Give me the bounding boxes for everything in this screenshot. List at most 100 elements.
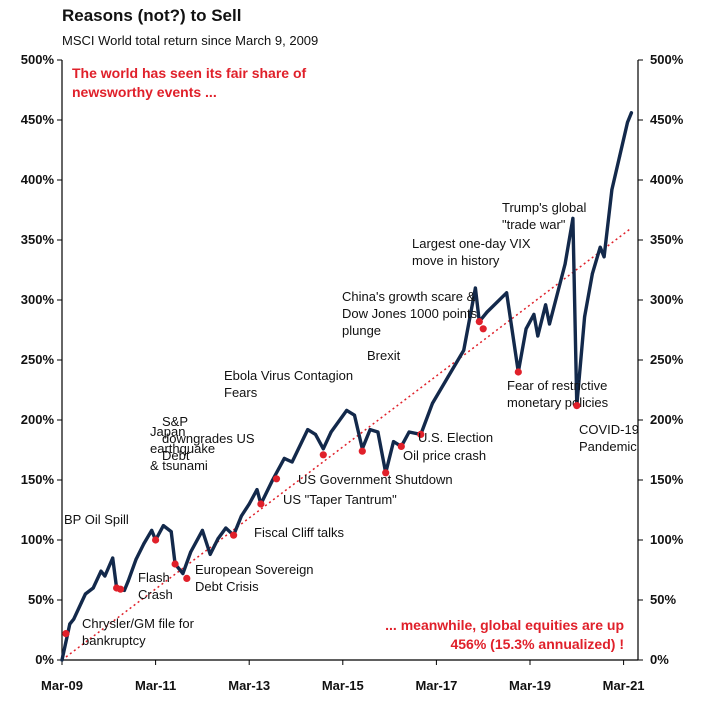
data-point: [314, 432, 317, 436]
event-label: Chrysler/GM file for bankruptcy: [82, 616, 195, 648]
data-point: [306, 428, 310, 432]
event-marker: [479, 325, 487, 333]
data-point: [345, 408, 349, 412]
data-point: [329, 430, 333, 434]
event-marker: [152, 536, 160, 544]
event-marker: [382, 469, 390, 477]
event-label-line: BP Oil Spill: [64, 512, 129, 527]
event-label-line: S&P: [162, 414, 188, 429]
event-label-line: Debt: [162, 448, 190, 463]
event-label-line: Chrysler/GM file for: [82, 616, 195, 631]
event-label: S&P downgrades US Debt: [162, 414, 255, 463]
data-point: [239, 514, 243, 518]
event-label: Fiscal Cliff talks: [254, 525, 345, 540]
event-marker: [475, 318, 483, 326]
data-point: [431, 401, 434, 405]
event-marker: [573, 402, 581, 410]
y-tick-label-left: 100%: [21, 532, 55, 547]
y-tick-label-left: 450%: [21, 112, 55, 127]
data-point: [208, 552, 212, 556]
event-label-line: Brexit: [367, 348, 401, 363]
notes-group: The world has seen its fair share of news…: [72, 65, 624, 652]
event-label: Fear of restrictive monetary policies: [507, 378, 609, 410]
event-label-line: Oil price crash: [403, 448, 486, 463]
event-label-line: European Sovereign: [195, 562, 314, 577]
data-point: [368, 428, 372, 432]
data-point: [462, 348, 466, 352]
y-tick-label-left: 250%: [21, 352, 55, 367]
y-tick-label-right: 450%: [650, 112, 684, 127]
red-note: ... meanwhile, global equities are up 456…: [385, 617, 624, 652]
event-label-line: Fears: [224, 385, 258, 400]
msci-world-line: [60, 111, 634, 662]
event-label-line: Crash: [138, 587, 173, 602]
data-point: [103, 574, 107, 578]
event-marker: [183, 574, 191, 583]
x-tick-label: Mar-13: [228, 678, 270, 693]
trend-line-group: [61, 227, 632, 661]
chart-subtitle: MSCI World total return since March 9, 2…: [62, 33, 319, 48]
trend-line: [61, 227, 632, 661]
event-label-line: Dow Jones 1000 points: [342, 306, 478, 321]
data-point: [99, 569, 103, 573]
event-label: Largest one-day VIX move in history: [412, 236, 531, 268]
data-point: [544, 303, 548, 307]
event-label-line: move in history: [412, 253, 500, 268]
data-point: [602, 255, 606, 259]
data-point: [536, 334, 540, 338]
y-tick-label-right: 500%: [650, 52, 684, 67]
data-point: [548, 322, 551, 326]
event-label-line: Largest one-day VIX: [412, 236, 531, 251]
y-tick-label-left: 0%: [35, 652, 54, 667]
event-label-line: Fear of restrictive: [507, 378, 607, 393]
data-point: [583, 315, 587, 319]
event-label: Ebola Virus Contagion Fears: [224, 368, 353, 400]
data-point: [376, 430, 380, 434]
data-point: [571, 216, 575, 220]
data-point: [563, 262, 567, 266]
event-label-line: Trump's global: [502, 200, 586, 215]
event-label-line: Ebola Virus Contagion: [224, 368, 353, 383]
data-point: [353, 413, 356, 417]
event-marker: [397, 442, 405, 450]
x-tick-label: Mar-19: [509, 678, 551, 693]
y-tick-label-right: 0%: [650, 652, 669, 667]
event-label-line: US "Taper Tantrum": [283, 492, 397, 507]
red-note-line: ... meanwhile, global equities are up: [385, 617, 624, 633]
data-point: [91, 586, 95, 590]
data-point: [72, 617, 76, 621]
event-marker: [514, 368, 522, 376]
event-label-line: Pandemic: [579, 439, 637, 454]
event-label-line: US Government Shutdown: [298, 472, 453, 487]
y-tick-label-right: 50%: [650, 592, 676, 607]
data-point: [626, 120, 629, 124]
data-point: [216, 537, 220, 541]
data-point: [255, 488, 259, 492]
event-marker: [319, 451, 327, 459]
data-point: [60, 658, 64, 662]
data-point: [407, 430, 411, 434]
x-tick-label: Mar-15: [322, 678, 364, 693]
data-point: [68, 622, 72, 626]
y-tick-label-left: 400%: [21, 172, 55, 187]
data-point: [610, 188, 614, 192]
data-point: [590, 272, 594, 276]
event-label-line: Japan: [150, 424, 185, 439]
event-label: US "Taper Tantrum": [283, 492, 397, 507]
event-label: COVID-19 Pandemic: [579, 422, 639, 454]
data-point: [80, 600, 83, 604]
red-note-line: newsworthy events ...: [72, 84, 217, 100]
data-point: [169, 530, 173, 534]
data-point: [321, 447, 325, 451]
data-point: [282, 456, 286, 460]
y-tick-label-right: 400%: [650, 172, 684, 187]
data-point: [505, 291, 509, 295]
data-point: [181, 572, 185, 576]
data-point: [290, 460, 294, 464]
event-marker: [257, 500, 265, 508]
events-group: Chrysler/GM file for bankruptcy Flash Crash…: [62, 200, 639, 648]
data-point: [200, 528, 204, 532]
y-tick-label-left: 50%: [28, 592, 54, 607]
data-point: [224, 526, 228, 530]
event-label: U.S. Election: [418, 430, 493, 445]
